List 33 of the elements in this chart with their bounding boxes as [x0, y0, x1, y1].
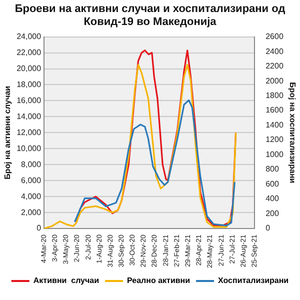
y2-tick-label: 400 — [266, 194, 280, 204]
y2-tick-label: 2400 — [266, 46, 284, 56]
y2-tick-label: 2200 — [266, 62, 284, 70]
y-tick-label: 16,000 — [16, 96, 42, 105]
y-tick-label: 4,000 — [21, 192, 42, 201]
y2-tick-label: 1800 — [266, 91, 284, 100]
y2-tick-label: 200 — [266, 208, 280, 218]
y-tick-label: 24,000 — [16, 32, 42, 42]
y2-tick-label: 1600 — [266, 106, 284, 115]
y-tick-label: 10,000 — [16, 144, 42, 153]
y2-tick-label: 1000 — [266, 150, 284, 159]
y-tick-label: 18,000 — [16, 80, 42, 89]
y2-tick-label: 2600 — [266, 32, 284, 42]
legend-label: Активни случаи — [33, 276, 100, 286]
y-tick-label: 0 — [36, 224, 42, 233]
chart-title: Броеви на активни случаи и хоспитализирани од Ковид-19 во Македонија — [14, 3, 286, 29]
y2-tick-label: 1200 — [266, 135, 284, 144]
y-tick-label: 12,000 — [16, 128, 42, 137]
y-tick-label: 8,000 — [21, 160, 42, 169]
y-axis-title: Број на активни случаи — [3, 86, 12, 180]
y-tick-label: 20,000 — [16, 64, 42, 73]
y-tick-label: 2,000 — [21, 208, 42, 217]
legend-label: Хоспитализирани — [218, 276, 289, 286]
y2-axis-title: Број на хоспитализирани — [288, 82, 297, 184]
y2-tick-label: 800 — [266, 164, 280, 174]
legend-label: Реално активни — [127, 276, 190, 286]
y2-tick-label: 2000 — [266, 76, 284, 86]
y2-tick-label: 0 — [266, 224, 271, 233]
y-tick-label: 22,000 — [16, 48, 42, 57]
y-tick-label: 6,000 — [21, 176, 42, 185]
y-tick-label: 14,000 — [16, 112, 42, 121]
y2-tick-label: 1400 — [266, 120, 284, 130]
y2-tick-label: 600 — [266, 179, 280, 188]
